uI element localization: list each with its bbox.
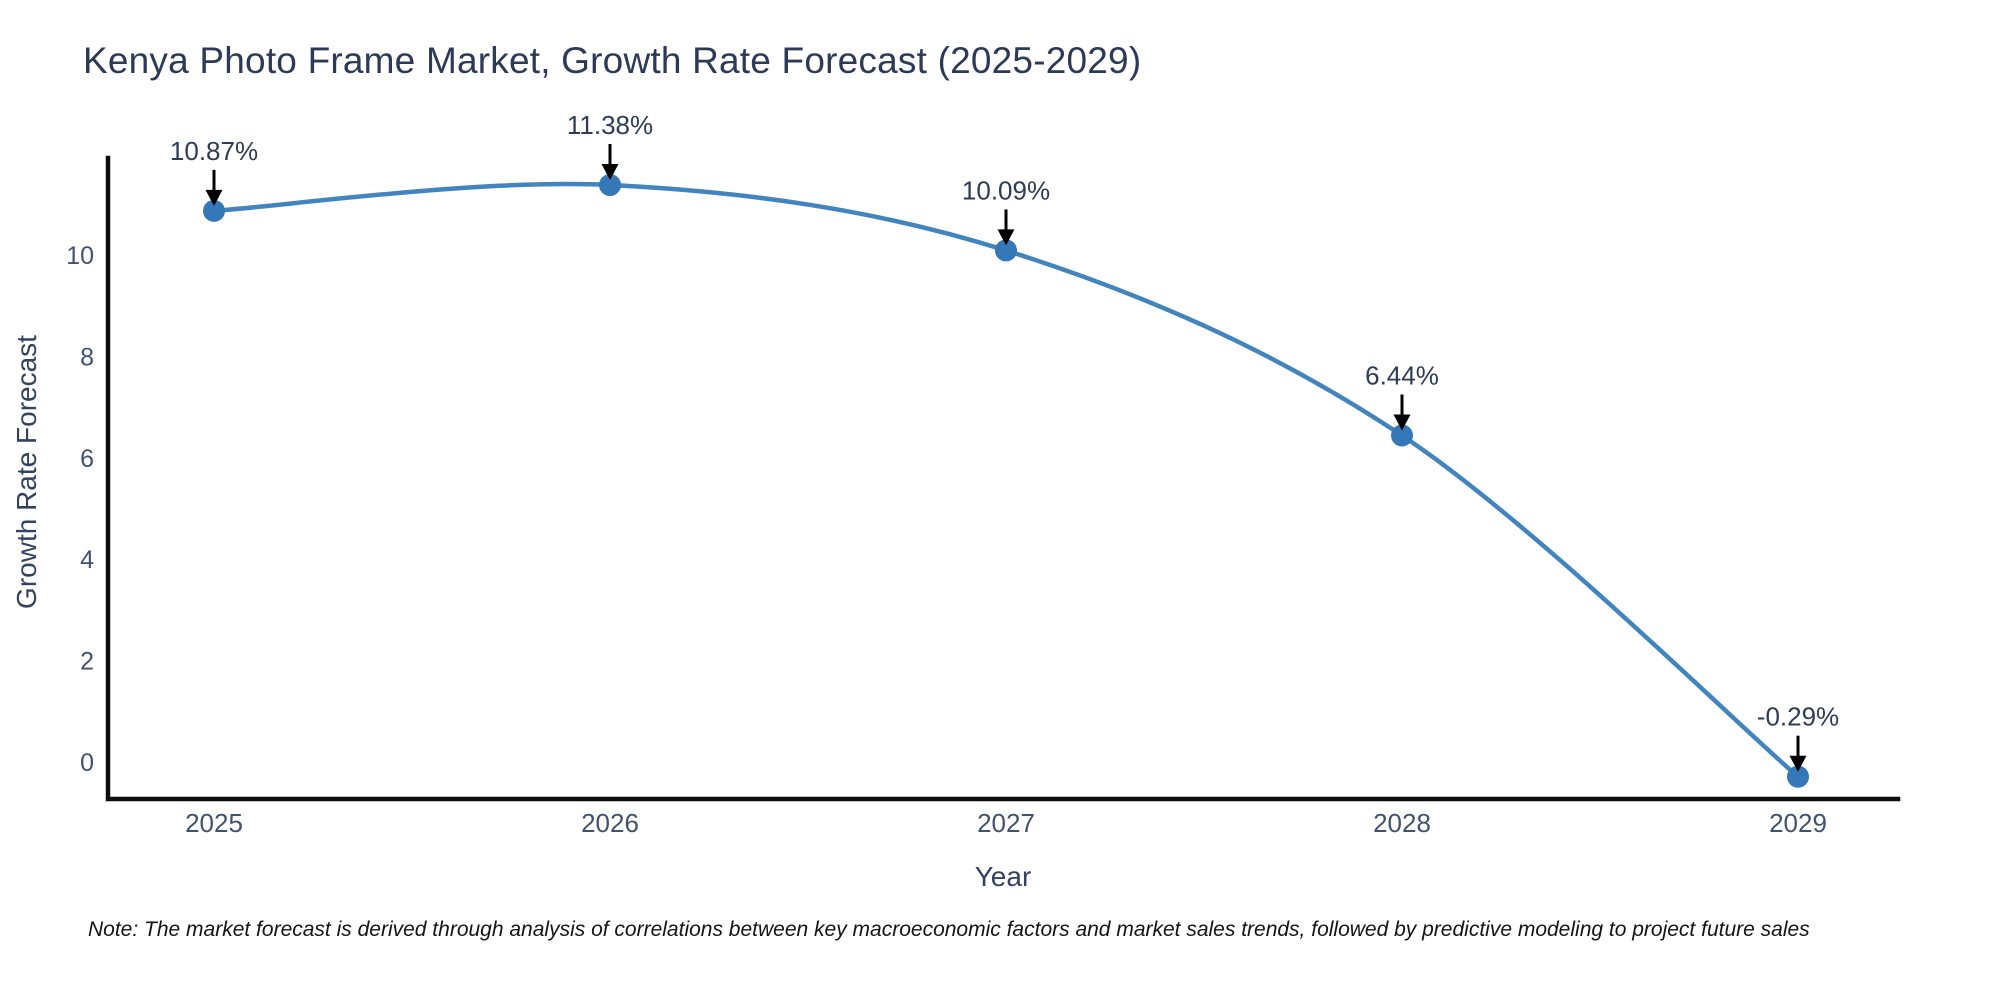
data-point-marker-2025[interactable] [203, 199, 225, 222]
y-tick-label: 8 [80, 343, 94, 371]
y-tick-label: 0 [80, 749, 94, 777]
x-tick-label: 2026 [581, 808, 639, 838]
y-tick-label: 10 [66, 242, 94, 270]
x-tick-label: 2027 [977, 808, 1035, 838]
y-tick-label: 2 [80, 648, 94, 676]
x-tick-label: 2025 [185, 808, 243, 838]
y-tick-label: 4 [80, 546, 94, 574]
chart-title: Kenya Photo Frame Market, Growth Rate Fo… [83, 40, 1142, 81]
annotation-arrowhead-icon [1393, 414, 1411, 431]
data-point-marker-2028[interactable] [1391, 424, 1413, 447]
data-point-label: 10.09% [962, 175, 1050, 205]
annotation-arrowhead-icon [1789, 755, 1807, 772]
footnote: Note: The market forecast is derived thr… [88, 918, 1810, 941]
x-tick-label: 2028 [1373, 808, 1431, 838]
x-tick-label: 2029 [1769, 808, 1827, 838]
data-point-marker-2027[interactable] [995, 239, 1017, 262]
y-tick-label: 6 [80, 445, 94, 473]
data-point-marker-2026[interactable] [599, 174, 621, 197]
data-point-marker-2029[interactable] [1787, 765, 1809, 788]
data-point-label: 10.87% [170, 136, 258, 166]
x-axis-title: Year [974, 861, 1032, 892]
annotation-arrowhead-icon [997, 229, 1015, 246]
trend-line [211, 181, 1801, 779]
annotation-arrowhead-icon [601, 164, 619, 181]
data-point-label: 6.44% [1365, 360, 1439, 390]
data-point-label: 11.38% [567, 110, 653, 140]
axis-lines [105, 155, 1901, 802]
annotation-arrowhead-icon [205, 189, 223, 206]
data-point-label: -0.29% [1757, 702, 1839, 732]
